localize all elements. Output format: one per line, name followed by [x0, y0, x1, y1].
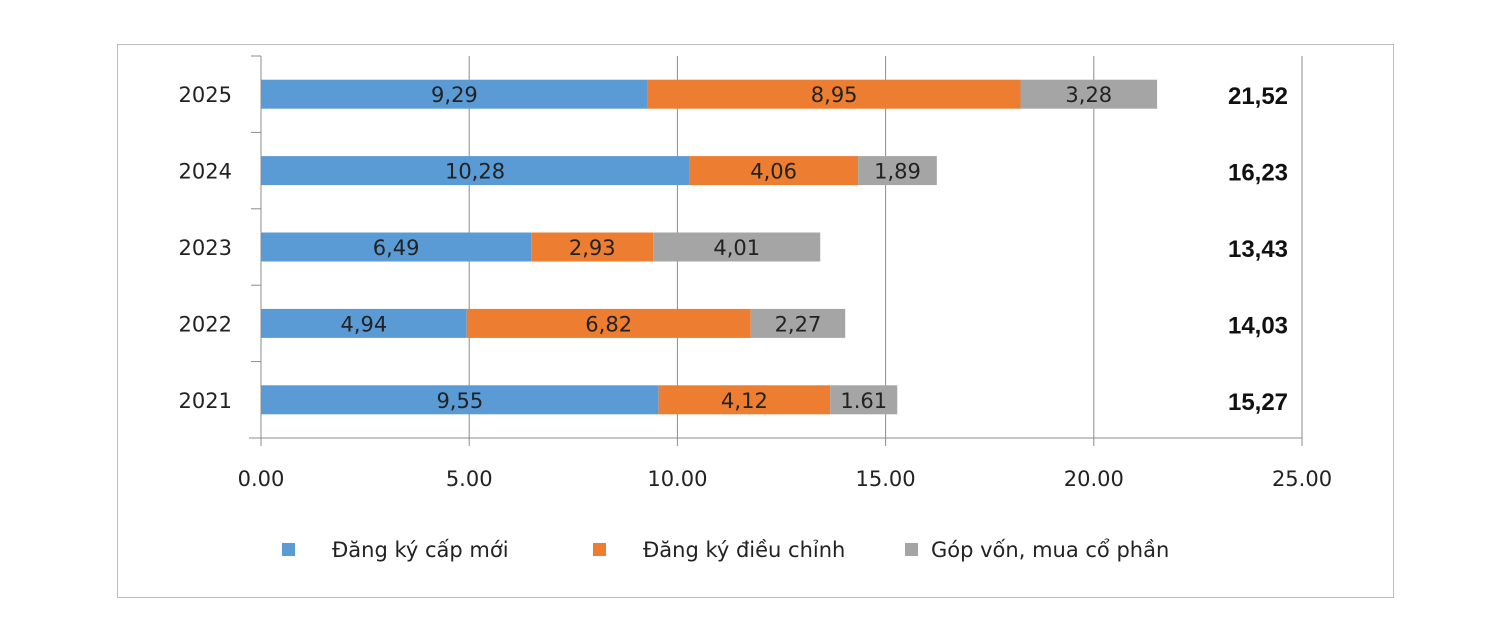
bar-data-label: 2,27 — [775, 312, 822, 336]
chart-frame — [117, 44, 1394, 598]
legend-label: Đăng ký cấp mới — [332, 538, 509, 562]
y-category-label: 2023 — [179, 236, 232, 260]
x-tick-label: 10.00 — [647, 467, 707, 491]
bar-data-label: 1.61 — [840, 389, 887, 413]
bar-segment — [1020, 79, 1158, 109]
bar-data-label: 6,49 — [373, 236, 420, 260]
total-label: 16,23 — [1228, 160, 1288, 187]
bar-data-label: 4,12 — [721, 389, 768, 413]
bar-segment — [830, 385, 898, 415]
total-label: 15,27 — [1228, 389, 1288, 416]
bar-data-label: 9,55 — [436, 389, 483, 413]
total-label: 13,43 — [1228, 236, 1288, 263]
bar-data-label: 9,29 — [431, 83, 478, 107]
y-category-label: 2022 — [179, 312, 232, 336]
y-category-label: 2021 — [179, 389, 232, 413]
y-category-label: 2025 — [179, 83, 232, 107]
bar-data-label: 3,28 — [1065, 83, 1112, 107]
bar-data-label: 1,89 — [874, 160, 921, 184]
bar-segment — [531, 232, 654, 262]
bar-data-label: 4,94 — [340, 312, 387, 336]
bar-segment — [647, 79, 1021, 109]
x-tick-label: 5.00 — [446, 467, 493, 491]
bar-segment — [466, 308, 751, 338]
bar-data-label: 2,93 — [569, 236, 616, 260]
total-label: 14,03 — [1228, 312, 1288, 339]
bar-segment — [689, 156, 859, 186]
legend-swatch — [905, 543, 918, 556]
bar-segment — [658, 385, 831, 415]
bar-segment — [261, 385, 659, 415]
legend-swatch — [282, 543, 295, 556]
x-tick-label: 20.00 — [1064, 467, 1124, 491]
bar-segment — [261, 79, 648, 109]
bar-data-label: 8,95 — [811, 83, 858, 107]
total-label: 21,52 — [1228, 83, 1288, 110]
legend-swatch — [593, 543, 606, 556]
bar-segment — [653, 232, 821, 262]
legend-label: Góp vốn, mua cổ phần — [931, 538, 1169, 562]
x-tick-label: 25.00 — [1272, 467, 1332, 491]
bar-segment — [261, 308, 467, 338]
bar-data-label: 10,28 — [445, 160, 505, 184]
x-tick-label: 15.00 — [856, 467, 916, 491]
bar-data-label: 4,06 — [750, 160, 797, 184]
bar-data-label: 6,82 — [585, 312, 632, 336]
bar-data-label: 4,01 — [713, 236, 760, 260]
legend-label: Đăng ký điều chỉnh — [643, 538, 845, 562]
bar-segment — [261, 232, 532, 262]
bar-segment — [261, 156, 690, 186]
x-tick-label: 0.00 — [238, 467, 285, 491]
y-category-label: 2024 — [179, 160, 232, 184]
bar-segment — [750, 308, 846, 338]
bar-segment — [858, 156, 937, 186]
